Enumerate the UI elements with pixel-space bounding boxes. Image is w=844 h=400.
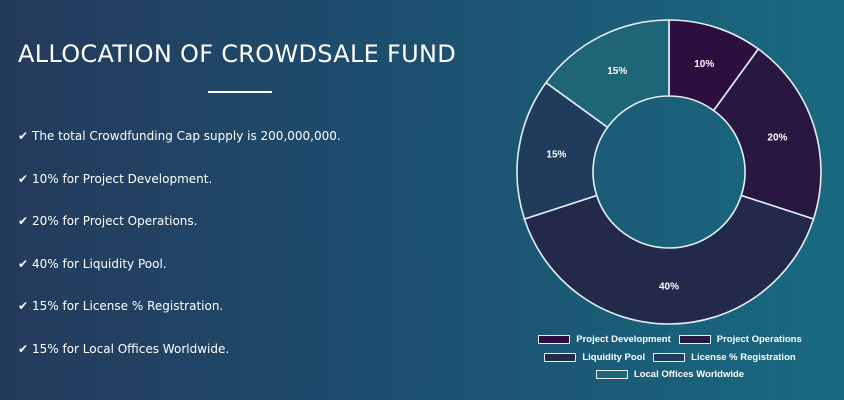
chart-legend: Project Development Project Operations L…	[520, 331, 820, 384]
legend-swatch	[595, 370, 628, 380]
list-item: ✔ 15% for License % Registration.	[18, 296, 341, 339]
legend-swatch	[538, 335, 571, 345]
legend-item-liquidity-pool[interactable]: Liquidity Pool	[544, 352, 645, 363]
check-icon: ✔	[18, 214, 29, 228]
donut-slice[interactable]	[523, 194, 815, 325]
slice-label: 15%	[546, 150, 566, 161]
list-item: ✔ 20% for Project Operations.	[18, 211, 341, 254]
legend-swatch	[678, 335, 711, 345]
legend-swatch	[653, 352, 686, 362]
donut-slice[interactable]	[544, 19, 670, 129]
check-icon: ✔	[18, 299, 29, 313]
title-divider	[208, 91, 272, 93]
check-icon: ✔	[18, 256, 29, 271]
slice-label: 10%	[694, 59, 714, 70]
check-icon: ✔	[18, 171, 29, 186]
check-icon: ✔	[18, 129, 29, 143]
legend-item-local-offices[interactable]: Local Offices Worldwide	[595, 369, 744, 380]
legend-swatch	[544, 352, 577, 362]
slice-label: 15%	[607, 66, 627, 77]
allocation-list: ✔ The total Crowdfunding Cap supply is 20…	[18, 126, 341, 381]
slice-label: 40%	[659, 282, 679, 293]
list-item: ✔ 15% for Local Offices Worldwide.	[18, 339, 341, 382]
donut-slice[interactable]	[712, 47, 822, 220]
list-item: ✔ 40% for Liquidity Pool.	[18, 254, 341, 297]
check-icon: ✔	[18, 341, 29, 356]
list-item: ✔ 10% for Project Development.	[18, 169, 341, 212]
legend-item-project-development[interactable]: Project Development	[538, 334, 671, 345]
page-title: ALLOCATION OF CROWDSALE FUND	[18, 40, 457, 68]
legend-item-license-registration[interactable]: License % Registration	[653, 352, 796, 363]
legend-item-project-operations[interactable]: Project Operations	[678, 334, 802, 345]
slice-label: 20%	[767, 132, 787, 143]
list-item: ✔ The total Crowdfunding Cap supply is 20…	[18, 126, 341, 169]
